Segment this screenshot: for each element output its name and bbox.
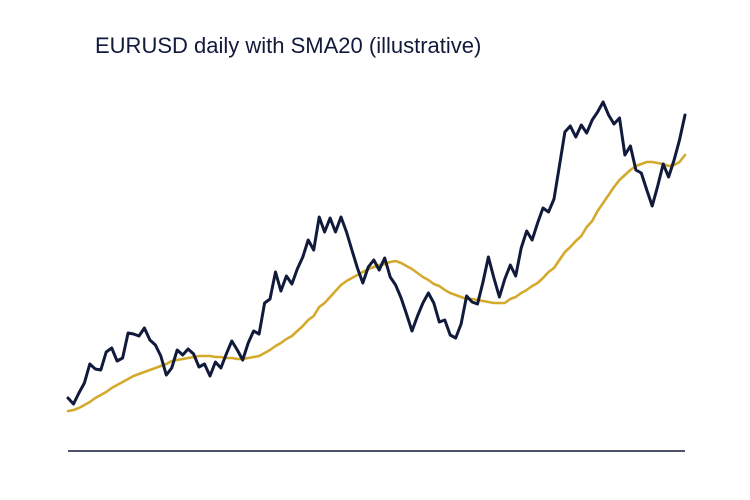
chart-title: EURUSD daily with SMA20 (illustrative) <box>95 33 481 58</box>
series-line <box>66 100 687 406</box>
